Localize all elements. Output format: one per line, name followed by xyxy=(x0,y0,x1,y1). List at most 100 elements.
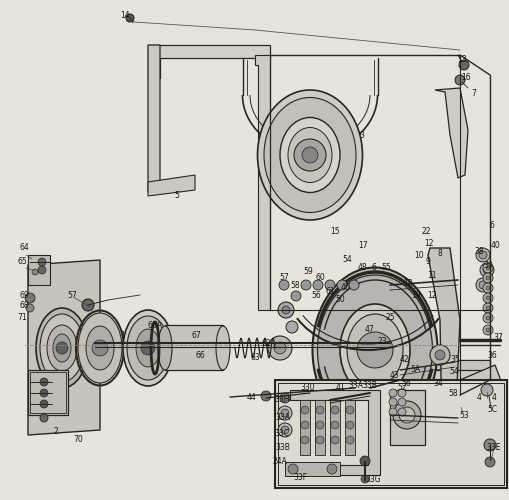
Text: 33B: 33B xyxy=(362,380,378,390)
Circle shape xyxy=(483,283,493,293)
Circle shape xyxy=(459,60,469,70)
Ellipse shape xyxy=(313,268,438,432)
Circle shape xyxy=(455,75,465,85)
Text: 68: 68 xyxy=(19,300,29,310)
Circle shape xyxy=(393,401,421,429)
Ellipse shape xyxy=(78,313,122,383)
Text: 63: 63 xyxy=(250,354,260,362)
Text: 64: 64 xyxy=(19,244,29,252)
Circle shape xyxy=(483,293,493,303)
Text: 54: 54 xyxy=(449,368,459,376)
Text: 61: 61 xyxy=(325,288,335,296)
Circle shape xyxy=(316,406,324,414)
Circle shape xyxy=(278,302,294,318)
Text: 62: 62 xyxy=(261,340,271,348)
Circle shape xyxy=(346,421,354,429)
Text: 47: 47 xyxy=(365,326,375,334)
Text: 330: 330 xyxy=(301,382,315,392)
Bar xyxy=(390,390,425,445)
Circle shape xyxy=(398,398,406,406)
Text: 35: 35 xyxy=(450,356,460,364)
Text: 52: 52 xyxy=(397,384,407,392)
Ellipse shape xyxy=(280,118,340,192)
Text: 8: 8 xyxy=(438,248,442,258)
Text: 40: 40 xyxy=(491,242,501,250)
Text: 44: 44 xyxy=(247,392,257,402)
Text: 6: 6 xyxy=(372,264,377,272)
Circle shape xyxy=(398,408,406,416)
Circle shape xyxy=(40,400,48,408)
Circle shape xyxy=(280,393,290,403)
Circle shape xyxy=(126,14,134,22)
Circle shape xyxy=(337,280,347,290)
Circle shape xyxy=(325,396,335,406)
Text: 66: 66 xyxy=(195,350,205,360)
Circle shape xyxy=(389,389,397,397)
Circle shape xyxy=(360,456,370,466)
Text: 66A: 66A xyxy=(148,320,162,330)
Circle shape xyxy=(40,389,48,397)
Text: 58: 58 xyxy=(448,388,458,398)
Bar xyxy=(30,372,66,413)
Text: 12: 12 xyxy=(427,290,437,300)
Text: 59: 59 xyxy=(303,268,313,276)
Circle shape xyxy=(486,276,490,280)
Ellipse shape xyxy=(40,314,84,382)
Text: 54: 54 xyxy=(342,256,352,264)
Ellipse shape xyxy=(347,314,403,386)
Text: 16: 16 xyxy=(461,72,471,82)
Text: 43: 43 xyxy=(390,370,400,380)
Ellipse shape xyxy=(318,275,433,425)
Ellipse shape xyxy=(288,128,332,182)
Text: 57: 57 xyxy=(67,290,77,300)
Text: 3: 3 xyxy=(359,132,364,140)
Circle shape xyxy=(476,248,490,262)
Text: 37: 37 xyxy=(493,334,503,342)
Text: 33A: 33A xyxy=(275,414,291,422)
Polygon shape xyxy=(460,360,490,395)
Circle shape xyxy=(325,280,335,290)
Text: 6: 6 xyxy=(490,222,494,230)
Text: 9: 9 xyxy=(426,258,431,266)
Circle shape xyxy=(398,389,406,397)
Text: 65: 65 xyxy=(17,258,27,266)
Text: 48: 48 xyxy=(357,264,367,272)
Circle shape xyxy=(288,464,298,474)
Circle shape xyxy=(483,325,493,335)
Ellipse shape xyxy=(53,334,71,362)
Ellipse shape xyxy=(264,98,356,212)
Circle shape xyxy=(457,415,467,425)
Circle shape xyxy=(274,342,286,354)
Circle shape xyxy=(92,340,108,356)
Text: 70: 70 xyxy=(73,436,83,444)
Text: 33F: 33F xyxy=(293,472,307,482)
Text: 5A: 5A xyxy=(410,366,420,374)
Text: 33A: 33A xyxy=(349,380,363,390)
Text: 2: 2 xyxy=(53,428,59,436)
Circle shape xyxy=(454,402,466,414)
Text: 46: 46 xyxy=(341,282,351,292)
Ellipse shape xyxy=(216,326,230,370)
Text: 69: 69 xyxy=(19,290,29,300)
Text: 1: 1 xyxy=(121,330,125,340)
Bar xyxy=(165,325,223,370)
Text: 41: 41 xyxy=(335,384,345,392)
Circle shape xyxy=(302,147,318,163)
Text: 36: 36 xyxy=(487,352,497,360)
Text: 33C: 33C xyxy=(274,428,290,438)
Text: 17: 17 xyxy=(358,240,368,250)
Circle shape xyxy=(301,280,311,290)
Circle shape xyxy=(361,475,369,483)
Circle shape xyxy=(363,383,373,393)
Text: 60: 60 xyxy=(315,274,325,282)
Ellipse shape xyxy=(123,310,173,386)
Text: 18: 18 xyxy=(403,278,413,287)
Text: 34: 34 xyxy=(433,378,443,388)
Circle shape xyxy=(483,263,493,273)
Text: 12: 12 xyxy=(424,240,434,248)
Circle shape xyxy=(399,407,415,423)
Text: 22: 22 xyxy=(421,226,431,235)
Ellipse shape xyxy=(136,329,160,367)
Circle shape xyxy=(430,345,450,365)
Bar xyxy=(28,370,68,415)
